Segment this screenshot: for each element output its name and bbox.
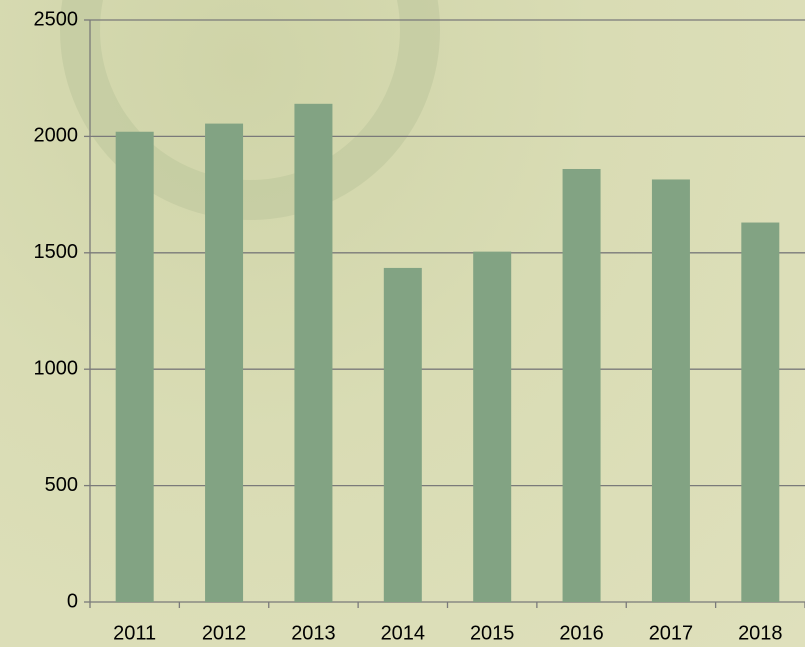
y-tick-label: 2500 bbox=[34, 8, 79, 30]
bar bbox=[115, 131, 154, 602]
bar bbox=[562, 168, 601, 602]
bar bbox=[294, 103, 333, 603]
bar bbox=[383, 267, 422, 602]
x-tick-label: 2012 bbox=[202, 622, 247, 644]
x-tick-label: 2015 bbox=[470, 622, 515, 644]
bar bbox=[741, 222, 780, 602]
x-tick-label: 2011 bbox=[113, 622, 156, 644]
y-tick-label: 2000 bbox=[34, 125, 79, 147]
y-tick-label: 0 bbox=[67, 590, 78, 612]
bar bbox=[651, 179, 690, 602]
bar bbox=[473, 251, 512, 603]
y-tick-label: 500 bbox=[45, 474, 78, 496]
watermark bbox=[60, 0, 440, 220]
bar bbox=[205, 123, 244, 602]
x-tick-label: 2018 bbox=[738, 622, 783, 644]
x-tick-label: 2016 bbox=[559, 622, 604, 644]
y-tick-label: 1500 bbox=[34, 241, 79, 263]
x-tick-label: 2013 bbox=[291, 622, 336, 644]
x-tick-label: 2014 bbox=[381, 622, 426, 644]
x-tick-label: 2017 bbox=[649, 622, 694, 644]
y-tick-label: 1000 bbox=[34, 357, 79, 379]
